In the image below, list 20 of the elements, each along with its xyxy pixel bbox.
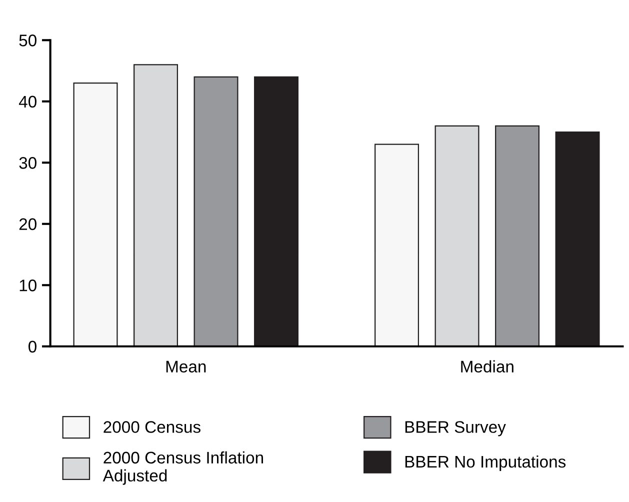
y-tick-label: 50 xyxy=(19,34,36,46)
bar xyxy=(134,64,178,346)
legend-label: BBER Survey xyxy=(405,421,506,436)
y-tick-label: 20 xyxy=(19,218,36,230)
y-tick-label: 0 xyxy=(28,340,36,353)
legend-label: BBER No Imputations xyxy=(405,455,566,471)
y-tick-label: 10 xyxy=(20,280,36,292)
bar xyxy=(254,76,299,346)
bar xyxy=(73,82,118,346)
legend-label: 2000 Census xyxy=(104,421,200,433)
bar xyxy=(374,144,420,346)
y-tick-label: 40 xyxy=(18,96,36,108)
bar xyxy=(555,131,600,346)
bar xyxy=(194,76,238,346)
bar xyxy=(434,125,480,346)
y-tick-label: 30 xyxy=(19,157,36,169)
legend-label: 2000 Census Inflation Adjusted xyxy=(102,451,263,485)
bar xyxy=(495,125,540,346)
x-tick-label: Median xyxy=(461,360,514,373)
x-tick-label: Mean xyxy=(166,360,206,373)
